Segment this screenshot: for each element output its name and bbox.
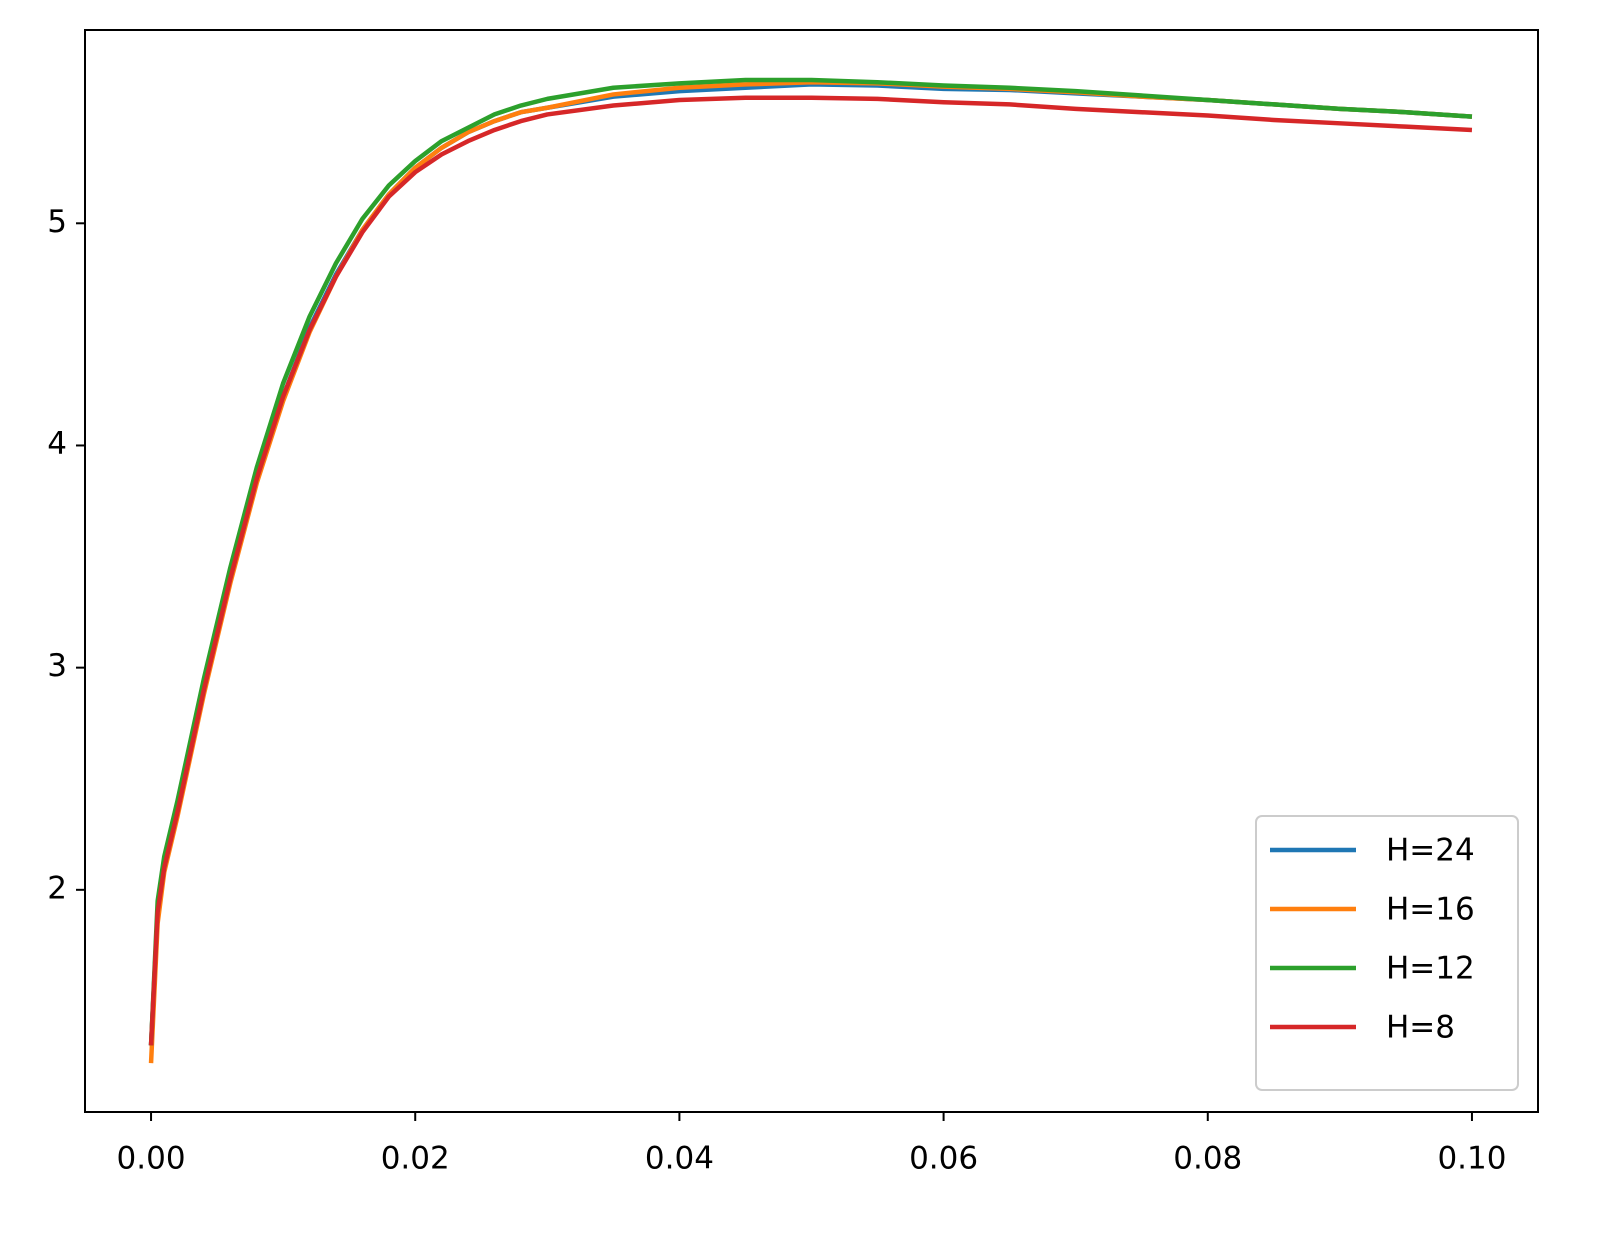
legend-box: [1255, 815, 1519, 1091]
series-line: [148, 77, 1473, 1046]
legend-label: H=16: [1386, 892, 1475, 928]
y-tick-label: 5: [47, 204, 67, 240]
x-tick-label: 0.06: [909, 1141, 978, 1177]
plot-frame: [84, 29, 1539, 1113]
x-tick-label: 0.00: [117, 1141, 186, 1177]
series-line: [148, 95, 1473, 1046]
x-tick-label: 0.10: [1437, 1141, 1506, 1177]
legend-label: H=8: [1386, 1010, 1455, 1046]
x-tick-label: 0.08: [1173, 1141, 1242, 1177]
x-tick-label: 0.04: [645, 1141, 714, 1177]
legend-label: H=12: [1386, 951, 1475, 987]
y-tick-label: 3: [47, 648, 67, 684]
y-tick-label: 2: [47, 870, 67, 906]
x-tick-label: 0.02: [381, 1141, 450, 1177]
legend-label: H=24: [1386, 833, 1475, 869]
y-tick-label: 4: [47, 426, 67, 462]
